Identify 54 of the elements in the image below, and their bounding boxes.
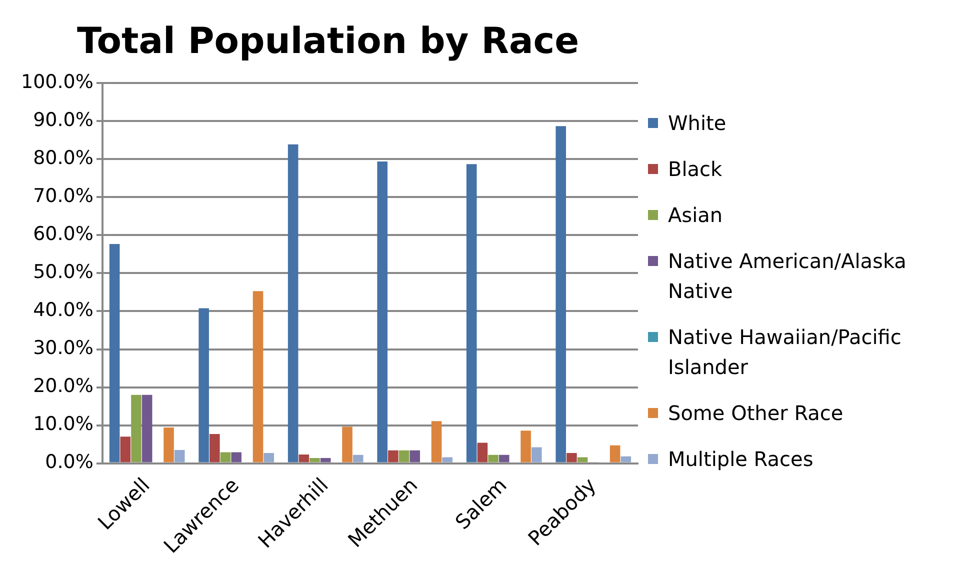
y-tick-label: 30.0% bbox=[33, 337, 94, 360]
y-tick-label: 20.0% bbox=[33, 375, 94, 398]
y-tick-label: 0.0% bbox=[45, 451, 94, 474]
y-tick-label: 40.0% bbox=[33, 299, 94, 322]
legend-label: Native Hawaiian/Pacific Islander bbox=[668, 324, 902, 381]
bar bbox=[488, 454, 498, 462]
y-tick-label: 10.0% bbox=[33, 413, 94, 436]
bar bbox=[577, 457, 588, 462]
bar bbox=[288, 144, 298, 462]
y-tick-label: 100.0% bbox=[20, 71, 94, 94]
bar bbox=[431, 421, 442, 462]
legend-label: White bbox=[668, 110, 726, 137]
bar bbox=[120, 436, 131, 462]
bar bbox=[442, 457, 453, 462]
bar bbox=[377, 161, 388, 462]
bar bbox=[131, 394, 142, 462]
bar bbox=[620, 456, 632, 462]
bar bbox=[198, 308, 209, 462]
legend-label: Native American/Alaska Native bbox=[668, 248, 908, 305]
bar bbox=[556, 126, 566, 462]
bar bbox=[142, 394, 152, 462]
bar bbox=[164, 428, 174, 462]
bar bbox=[210, 434, 220, 462]
bar bbox=[520, 430, 531, 462]
bar bbox=[310, 458, 320, 462]
bar bbox=[342, 426, 352, 462]
bar bbox=[466, 164, 477, 462]
y-tick-label: 90.0% bbox=[33, 109, 94, 132]
bar bbox=[477, 442, 488, 462]
bar bbox=[298, 454, 310, 462]
bar bbox=[410, 450, 420, 462]
legend-label: Some Other Race bbox=[668, 400, 844, 427]
bar bbox=[388, 450, 398, 462]
bar bbox=[320, 458, 331, 462]
legend-label: Asian bbox=[668, 202, 723, 229]
bar bbox=[398, 450, 410, 462]
y-tick-label: 80.0% bbox=[33, 147, 94, 170]
legend-label: Multiple Races bbox=[668, 446, 814, 473]
bar bbox=[566, 453, 577, 462]
chart-title: Total Population by Race bbox=[76, 20, 580, 62]
y-tick-label: 60.0% bbox=[33, 223, 94, 246]
bar bbox=[231, 452, 242, 462]
bar bbox=[531, 447, 542, 462]
bar bbox=[174, 450, 185, 462]
bar bbox=[610, 445, 620, 462]
y-tick-label: 50.0% bbox=[33, 261, 94, 284]
bar bbox=[498, 454, 510, 462]
legend-label: Black bbox=[668, 156, 722, 183]
bar bbox=[220, 452, 231, 462]
bar bbox=[264, 453, 274, 462]
bar bbox=[352, 454, 364, 462]
bar bbox=[109, 244, 120, 462]
y-tick-label: 70.0% bbox=[33, 185, 94, 208]
bar bbox=[252, 291, 264, 462]
